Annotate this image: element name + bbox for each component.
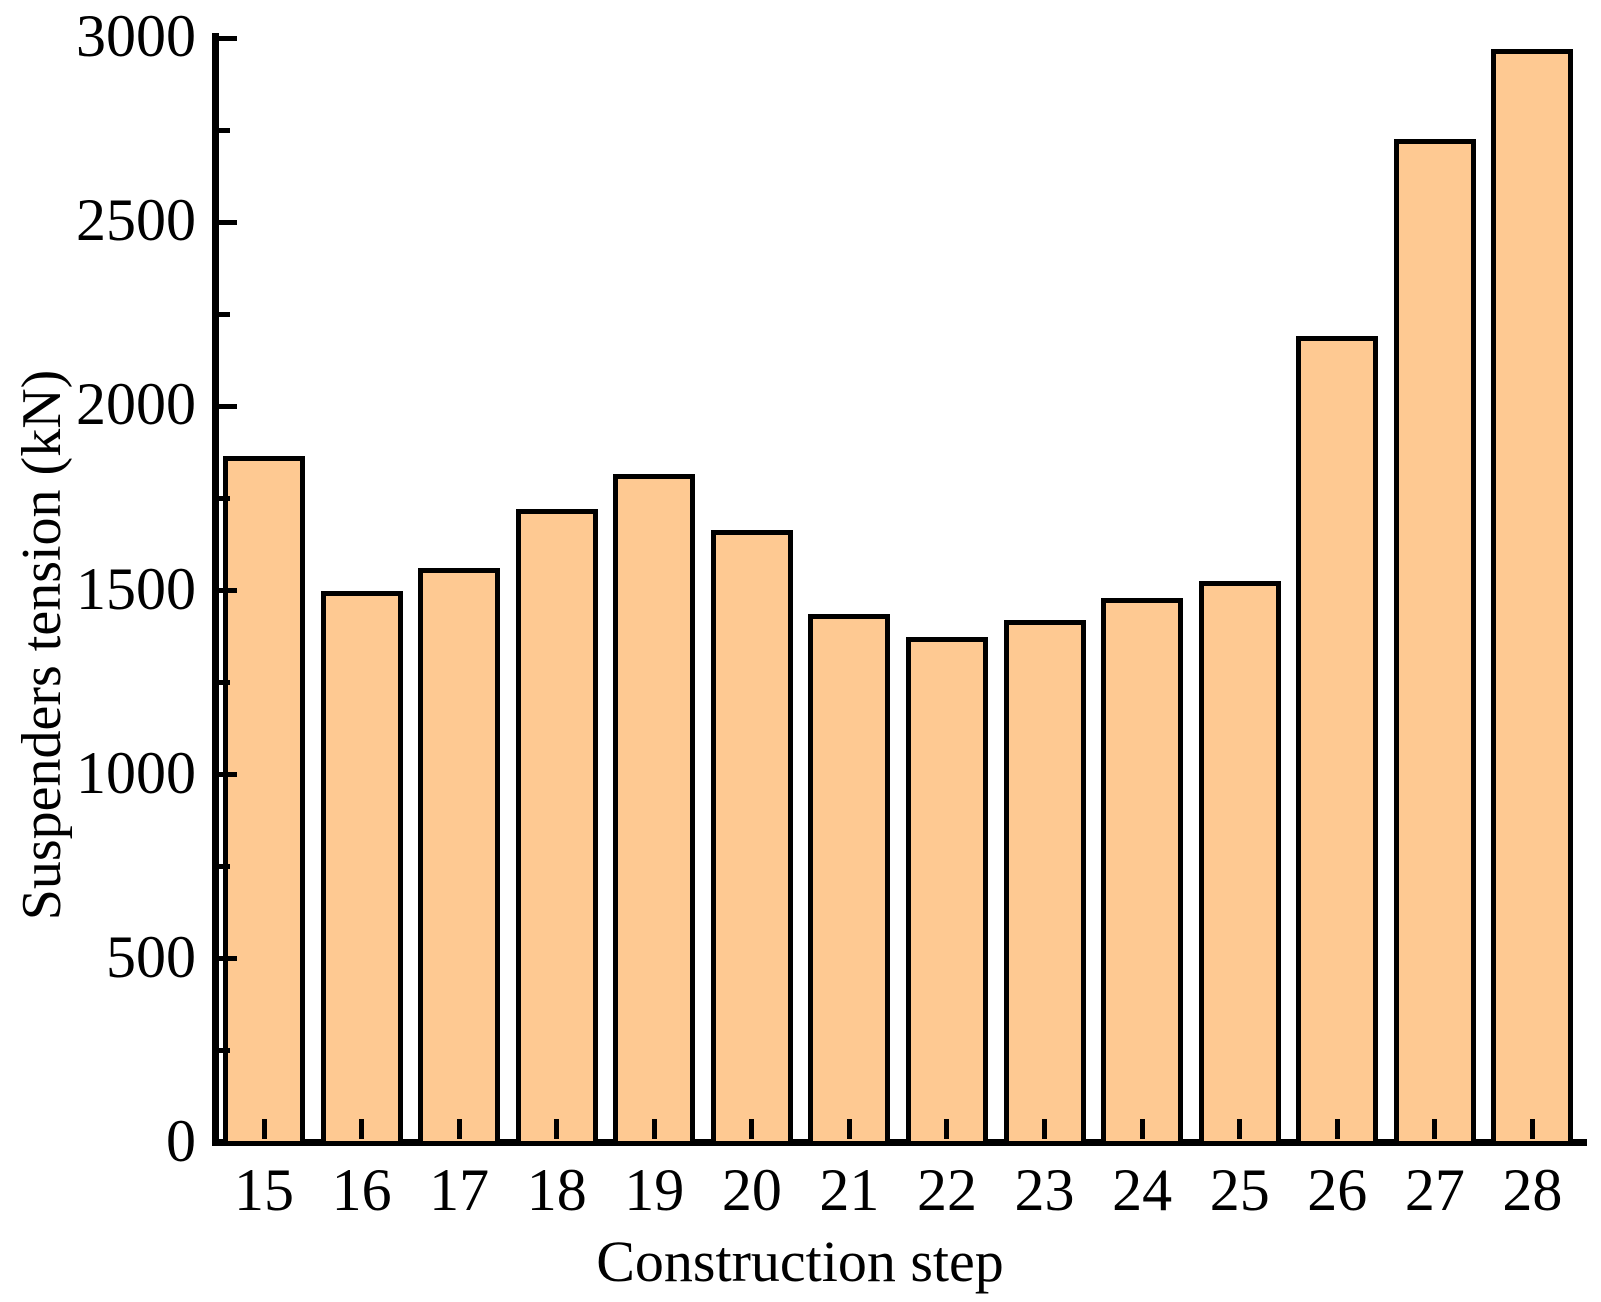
x-tick-label: 16 [331, 1157, 392, 1223]
x-tick-label: 28 [1502, 1157, 1563, 1223]
x-tick [359, 1119, 365, 1139]
bar-step-22 [905, 636, 988, 1146]
y-tick-major [219, 588, 237, 593]
y-tick-major [219, 772, 237, 778]
x-axis-line [212, 1139, 1587, 1146]
y-tick-minor [219, 495, 230, 501]
y-tick-minor [219, 680, 230, 686]
y-axis-line [212, 33, 219, 1146]
x-tick [846, 1119, 852, 1139]
x-tick [1432, 1119, 1438, 1139]
x-tick-label: 26 [1307, 1157, 1368, 1223]
y-tick-major [219, 1140, 237, 1146]
y-tick-minor [219, 311, 230, 317]
bar-step-17 [418, 568, 501, 1146]
y-tick-minor [219, 864, 230, 870]
y-tick-label: 2000 [76, 371, 196, 438]
y-tick-minor [219, 127, 230, 133]
x-tick [1334, 1119, 1340, 1139]
bar-step-23 [1003, 619, 1086, 1146]
bar-step-27 [1393, 139, 1476, 1146]
x-tick [749, 1119, 755, 1139]
bar-step-21 [808, 614, 891, 1146]
bar-step-18 [515, 509, 598, 1146]
x-tick-label: 15 [234, 1157, 294, 1223]
x-tick-label: 27 [1404, 1157, 1465, 1223]
y-tick-major [219, 219, 237, 225]
x-tick-label: 17 [429, 1157, 490, 1223]
x-tick [554, 1119, 560, 1139]
bar-step-25 [1198, 581, 1281, 1146]
bar-step-15 [223, 456, 305, 1146]
x-tick [1042, 1119, 1048, 1139]
x-tick-label: 23 [1014, 1157, 1075, 1223]
x-tick-label: 24 [1112, 1157, 1173, 1223]
y-tick-label: 1500 [76, 555, 196, 622]
y-tick-major [219, 35, 237, 41]
x-tick-label: 20 [721, 1157, 782, 1223]
x-tick [456, 1119, 462, 1139]
x-tick-label: 18 [526, 1157, 587, 1223]
x-tick [261, 1119, 267, 1139]
x-axis-title: Construction step [596, 1229, 1004, 1294]
bar-step-26 [1296, 336, 1379, 1146]
bar-step-20 [710, 529, 793, 1146]
x-tick [1529, 1119, 1535, 1139]
y-tick-label: 3000 [76, 3, 196, 69]
x-tick-label: 19 [624, 1157, 685, 1223]
bar-step-28 [1491, 49, 1574, 1146]
x-tick-label: 21 [819, 1157, 880, 1223]
bar-step-16 [320, 590, 403, 1146]
bar-step-19 [613, 474, 696, 1146]
y-tick-label: 500 [106, 923, 196, 990]
x-tick-label: 25 [1209, 1157, 1270, 1223]
y-tick-label: 0 [166, 1108, 196, 1174]
y-tick-label: 1000 [76, 739, 196, 806]
x-tick [944, 1119, 950, 1139]
x-tick [651, 1119, 657, 1139]
x-tick [1139, 1119, 1145, 1139]
bar-step-24 [1101, 597, 1184, 1146]
y-tick-major [219, 956, 237, 962]
y-tick-major [219, 403, 237, 409]
y-tick-label: 2500 [76, 187, 196, 254]
y-tick-minor [219, 1048, 230, 1054]
x-tick [1237, 1119, 1243, 1139]
x-tick-label: 22 [916, 1157, 977, 1223]
